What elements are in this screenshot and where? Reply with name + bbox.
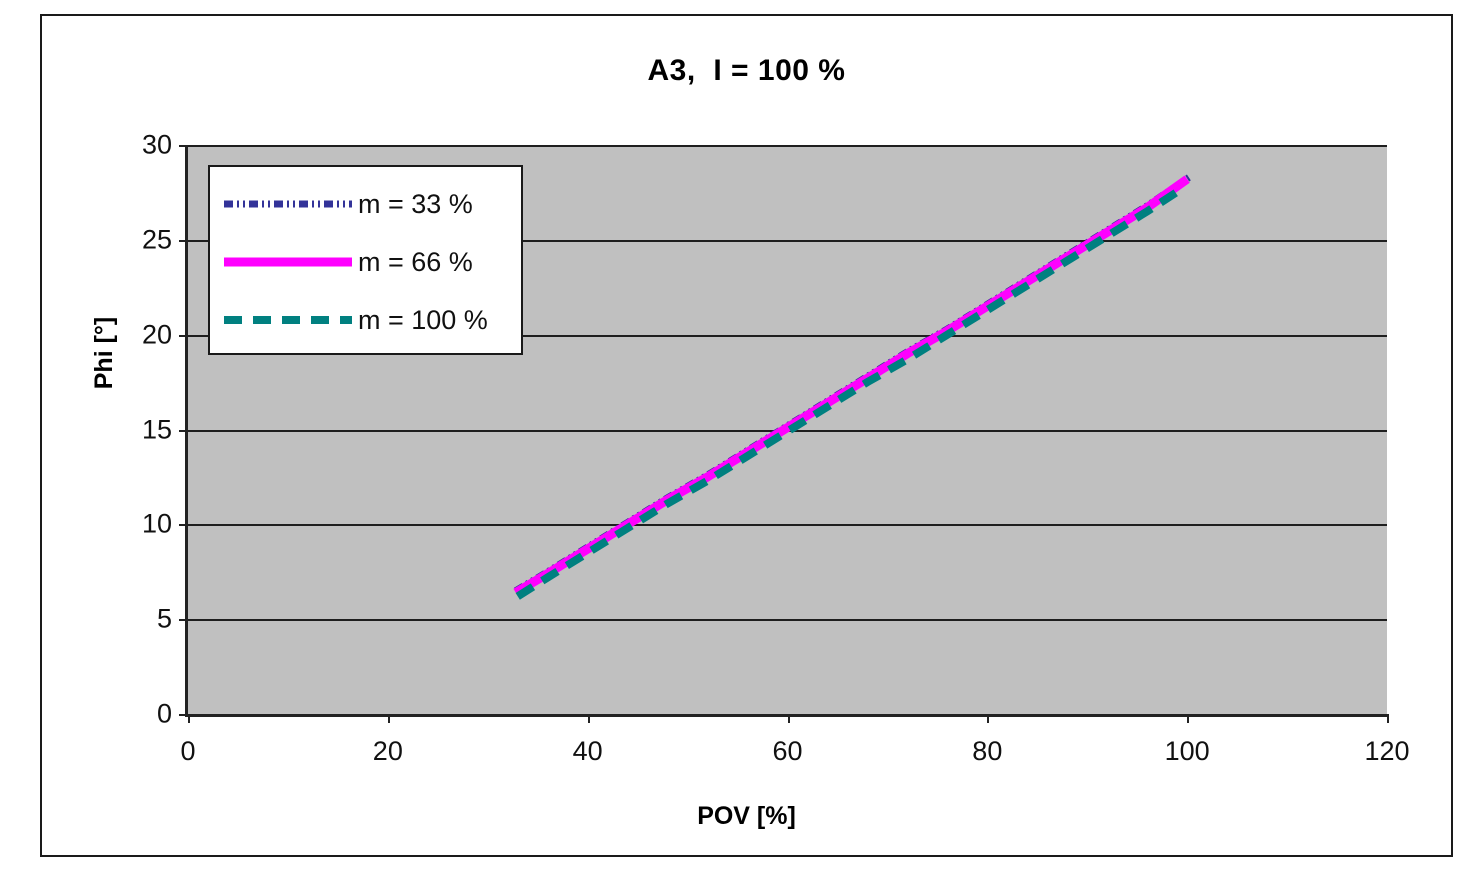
x-tick-mark: [1387, 714, 1389, 723]
x-tick-label: 80: [972, 736, 1003, 766]
x-tick-label: 120: [1364, 736, 1410, 766]
y-tick-mark: [179, 145, 188, 147]
gridline: [188, 145, 1387, 147]
gridline: [188, 619, 1387, 622]
legend-label: m = 66 %: [358, 246, 473, 277]
y-tick-mark: [179, 429, 188, 432]
x-tick-label: 40: [572, 736, 603, 766]
y-tick-label: 0: [156, 698, 172, 729]
chart-frame: A3, I = 100 % Phi [°] POV [%] 0 5 10 15 20 25…: [40, 14, 1453, 857]
plot-inner: 0 5 10 15 20 25 30 0 20 40 60 80 100 120 m = 33 % m =…: [142, 130, 1410, 767]
legend-label: m = 33 %: [358, 188, 473, 219]
y-tick-label: 10: [141, 508, 172, 539]
legend-swatch: [224, 307, 352, 333]
y-tick-label: 5: [156, 603, 172, 634]
x-tick-mark: [587, 714, 590, 723]
y-tick-mark: [179, 239, 188, 242]
x-tick-label: 0: [180, 736, 196, 766]
x-tick-mark: [787, 714, 790, 723]
y-tick-label: 20: [141, 319, 172, 350]
legend-swatch: [224, 249, 352, 275]
x-tick-mark: [987, 714, 990, 723]
y-tick-label: 30: [141, 129, 172, 160]
legend-item[interactable]: m = 100 %: [210, 299, 521, 341]
legend-item[interactable]: m = 33 %: [210, 183, 521, 225]
y-tick-mark: [179, 619, 188, 622]
x-tick-label: 60: [772, 736, 803, 766]
x-tick-mark: [387, 714, 390, 723]
y-tick-mark: [179, 524, 188, 527]
gridline: [188, 524, 1387, 527]
x-axis-title: POV [%]: [697, 802, 796, 830]
y-tick-mark: [179, 334, 188, 337]
gridline: [188, 429, 1387, 432]
plot-area: 0 5 10 15 20 25 30 0 20 40 60 80 100 120 m = 33 % m =…: [142, 130, 1410, 767]
legend-item[interactable]: m = 66 %: [210, 241, 521, 283]
legend-label: m = 100 %: [358, 304, 488, 335]
x-tick-mark: [188, 714, 190, 723]
y-tick-label: 15: [141, 414, 172, 444]
y-tick-label: 25: [141, 224, 172, 255]
page-title: A3, I = 100 %: [647, 54, 846, 87]
x-tick-label: 20: [372, 736, 403, 766]
y-tick-mark: [179, 714, 188, 716]
x-tick-mark: [1187, 714, 1190, 723]
legend-swatch: [224, 191, 352, 217]
series-line: [515, 185, 1185, 600]
x-tick-label: 100: [1164, 736, 1210, 766]
legend: m = 33 % m = 66 % m = 100 %: [208, 165, 523, 355]
y-axis-title: Phi [°]: [89, 316, 118, 390]
